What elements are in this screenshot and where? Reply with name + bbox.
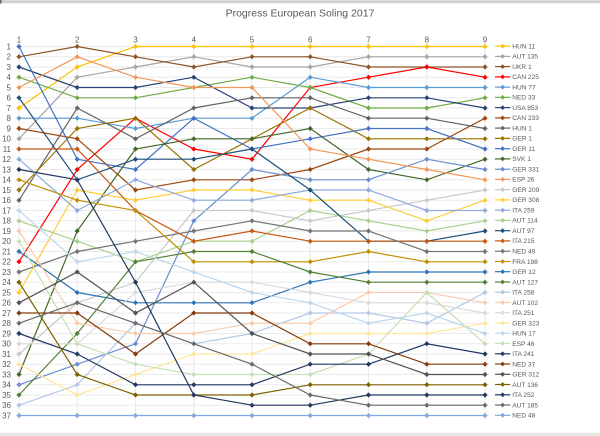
- svg-text:1: 1: [17, 36, 22, 45]
- svg-text:6: 6: [308, 36, 313, 45]
- svg-text:FRA 198: FRA 198: [512, 259, 538, 266]
- svg-text:33: 33: [2, 370, 11, 379]
- svg-text:USA 853: USA 853: [512, 105, 538, 112]
- svg-text:GER 209: GER 209: [512, 187, 539, 194]
- svg-text:GER 312: GER 312: [512, 372, 539, 379]
- svg-text:ESP 46: ESP 46: [512, 341, 535, 348]
- svg-text:32: 32: [2, 360, 11, 369]
- svg-text:28: 28: [2, 319, 11, 328]
- svg-text:6: 6: [7, 94, 12, 103]
- svg-text:Progress European Soling 2017: Progress European Soling 2017: [226, 8, 375, 20]
- svg-text:SVK 1: SVK 1: [512, 156, 531, 163]
- svg-text:AUT 114: AUT 114: [512, 218, 538, 225]
- svg-text:ITA 259: ITA 259: [512, 208, 535, 215]
- svg-text:AUT 127: AUT 127: [512, 279, 538, 286]
- svg-text:4: 4: [192, 36, 197, 45]
- svg-text:ITA 258: ITA 258: [512, 290, 535, 297]
- svg-text:AUT 135: AUT 135: [512, 54, 538, 61]
- svg-text:AUT 185: AUT 185: [512, 402, 538, 409]
- svg-text:GER 331: GER 331: [512, 167, 539, 174]
- svg-text:NED 48: NED 48: [512, 413, 535, 420]
- svg-text:7: 7: [7, 104, 12, 113]
- svg-text:21: 21: [2, 247, 11, 256]
- svg-text:NED 33: NED 33: [512, 95, 535, 102]
- svg-text:2: 2: [7, 53, 12, 62]
- svg-text:2: 2: [75, 36, 80, 45]
- svg-text:31: 31: [2, 350, 11, 359]
- svg-text:ITA 215: ITA 215: [512, 238, 535, 245]
- svg-text:ITA 252: ITA 252: [512, 392, 535, 399]
- svg-text:19: 19: [2, 227, 11, 236]
- svg-text:11: 11: [3, 145, 12, 154]
- svg-text:8: 8: [7, 114, 12, 123]
- svg-text:5: 5: [7, 83, 12, 92]
- svg-text:27: 27: [2, 309, 11, 318]
- svg-text:35: 35: [2, 391, 11, 400]
- svg-text:AUT 102: AUT 102: [512, 300, 538, 307]
- svg-text:HUN 11: HUN 11: [512, 43, 535, 50]
- svg-text:CAN 233: CAN 233: [512, 115, 539, 122]
- svg-text:3: 3: [7, 63, 12, 72]
- svg-text:36: 36: [2, 401, 11, 410]
- svg-text:23: 23: [2, 268, 11, 277]
- svg-text:18: 18: [2, 217, 11, 226]
- svg-text:7: 7: [366, 36, 371, 45]
- svg-text:10: 10: [2, 135, 11, 144]
- svg-text:1: 1: [7, 42, 12, 51]
- svg-text:29: 29: [2, 329, 11, 338]
- svg-text:12: 12: [2, 155, 11, 164]
- svg-text:AUT 136: AUT 136: [512, 382, 538, 389]
- svg-text:ITA 251: ITA 251: [512, 310, 535, 317]
- svg-text:26: 26: [2, 299, 11, 308]
- svg-text:ESP 26: ESP 26: [512, 177, 535, 184]
- svg-text:GER 1: GER 1: [512, 136, 532, 143]
- svg-text:HUN 17: HUN 17: [512, 331, 536, 338]
- svg-text:8: 8: [425, 36, 430, 45]
- svg-text:34: 34: [2, 381, 11, 390]
- svg-text:13: 13: [2, 165, 11, 174]
- svg-text:22: 22: [2, 258, 11, 267]
- svg-text:37: 37: [2, 411, 11, 420]
- svg-text:16: 16: [2, 196, 11, 205]
- svg-text:NED 49: NED 49: [512, 249, 535, 256]
- svg-text:25: 25: [2, 288, 11, 297]
- svg-text:GER 323: GER 323: [512, 320, 539, 327]
- svg-text:GER 308: GER 308: [512, 197, 539, 204]
- svg-text:AUT 97: AUT 97: [512, 228, 535, 235]
- svg-text:CAN 225: CAN 225: [512, 74, 539, 81]
- svg-text:5: 5: [250, 36, 255, 45]
- svg-text:30: 30: [2, 340, 11, 349]
- svg-text:20: 20: [2, 237, 11, 246]
- svg-text:24: 24: [2, 278, 11, 287]
- svg-text:9: 9: [483, 36, 488, 45]
- svg-text:NED 37: NED 37: [512, 361, 535, 368]
- svg-text:ITA 241: ITA 241: [512, 351, 535, 358]
- svg-text:3: 3: [133, 36, 138, 45]
- svg-text:15: 15: [2, 186, 11, 195]
- svg-text:HUN 1: HUN 1: [512, 125, 532, 132]
- svg-text:14: 14: [2, 176, 11, 185]
- svg-text:9: 9: [7, 124, 12, 133]
- svg-text:GER 11: GER 11: [512, 146, 535, 153]
- svg-text:4: 4: [7, 73, 12, 82]
- svg-text:17: 17: [2, 206, 11, 215]
- svg-text:UKR 1: UKR 1: [512, 64, 532, 71]
- svg-text:GER 12: GER 12: [512, 269, 536, 276]
- svg-text:HUN 77: HUN 77: [512, 84, 536, 91]
